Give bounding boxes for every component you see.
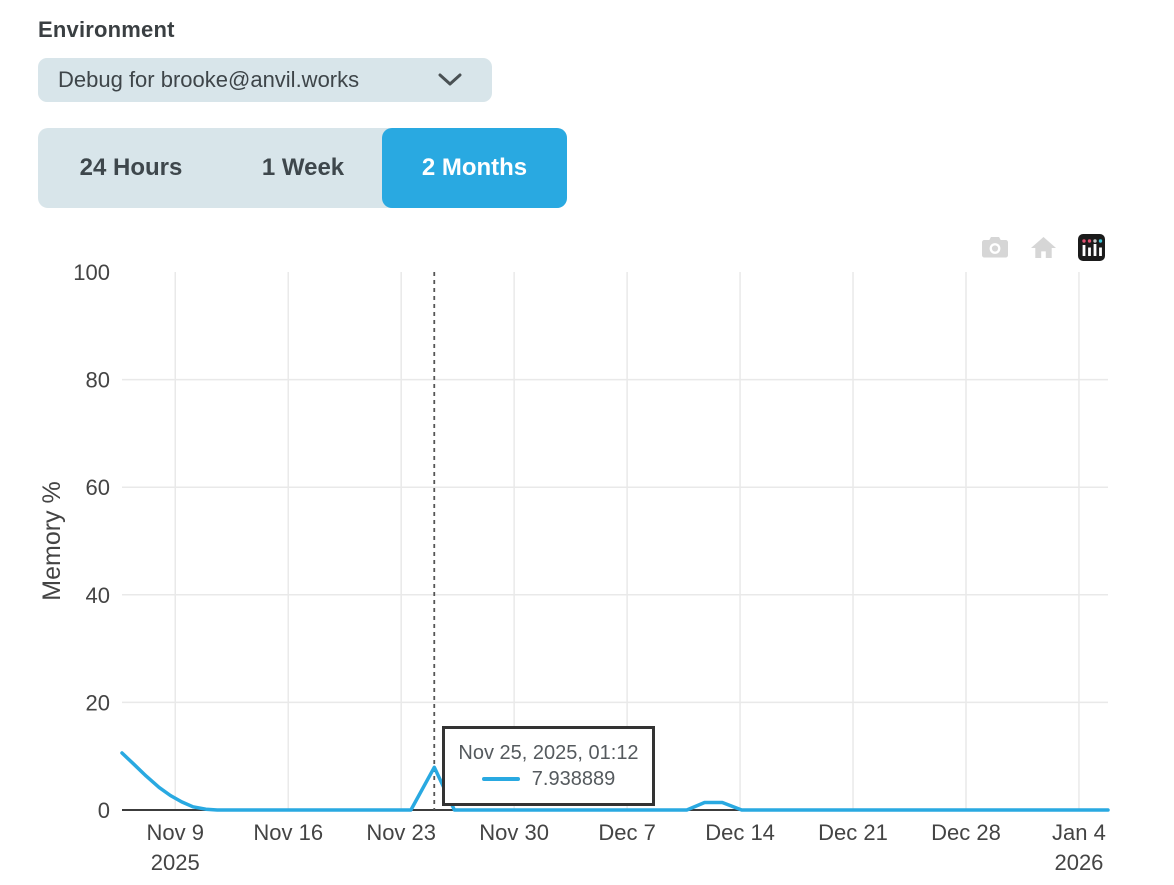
y-tick-label: 100	[73, 260, 110, 285]
tab-24-hours[interactable]: 24 Hours	[38, 128, 224, 208]
x-tick-sublabel: 2025	[151, 850, 200, 875]
y-tick-label: 40	[86, 583, 110, 608]
x-tick-label: Dec 21	[818, 820, 888, 845]
y-tick-label: 60	[86, 475, 110, 500]
x-tick-label: Nov 23	[366, 820, 436, 845]
gridlines	[122, 272, 1108, 810]
x-tick-label: Dec 14	[705, 820, 775, 845]
plotly-logo-icon[interactable]	[1078, 233, 1105, 261]
y-tick-label: 20	[86, 690, 110, 715]
home-icon[interactable]	[1030, 235, 1057, 260]
environment-selected-value: Debug for brooke@anvil.works	[58, 67, 360, 92]
chevron-down-icon	[438, 73, 462, 86]
time-range-tabs: 24 Hours 1 Week 2 Months	[38, 128, 567, 208]
tab-2-months[interactable]: 2 Months	[382, 128, 567, 208]
tooltip-timestamp: Nov 25, 2025, 01:12	[458, 741, 639, 764]
x-tick-label: Jan 4	[1052, 820, 1106, 845]
chart-tooltip: Nov 25, 2025, 01:12 7.938889	[442, 726, 655, 806]
x-tick-label: Dec 28	[931, 820, 1001, 845]
x-tick-label: Nov 30	[479, 820, 549, 845]
series-swatch	[481, 777, 520, 781]
camera-icon[interactable]	[981, 234, 1009, 260]
x-tick-label: Nov 16	[253, 820, 323, 845]
x-tick-sublabel: 2026	[1054, 850, 1103, 875]
y-tick-label: 0	[98, 798, 110, 823]
tab-1-week[interactable]: 1 Week	[224, 128, 382, 208]
y-tick-label: 80	[86, 368, 110, 393]
x-tick-label: Dec 7	[598, 820, 655, 845]
memory-series-line	[120, 751, 1110, 812]
chart-modebar	[981, 232, 1105, 262]
y-axis-title: Memory %	[38, 481, 66, 600]
environment-label: Environment	[38, 17, 175, 42]
tooltip-value: 7.938889	[531, 767, 616, 790]
tooltip-value-row: 7.938889	[481, 767, 616, 791]
environment-select[interactable]: Debug for brooke@anvil.works	[38, 58, 492, 102]
x-tick-label: Nov 9	[147, 820, 204, 845]
